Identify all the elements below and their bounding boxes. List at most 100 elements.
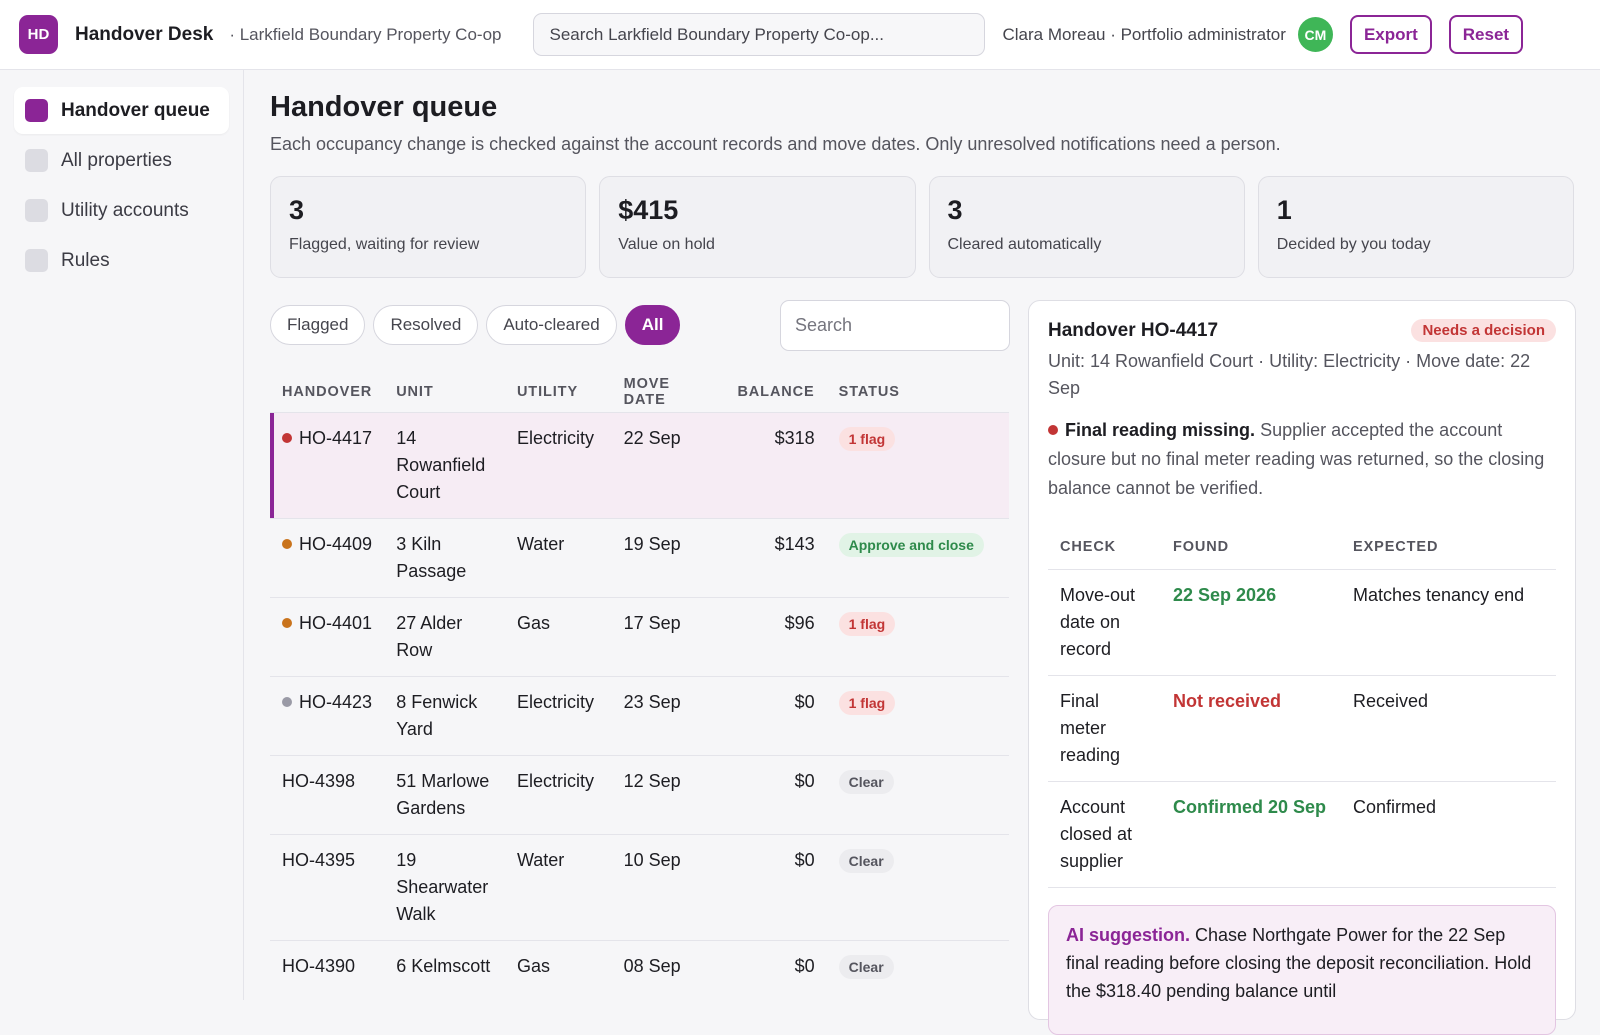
table-row[interactable]: HO-4401 27 Alder Row Gas 17 Sep $96 1 flag (270, 596, 1009, 676)
sidebar-item-utility-accounts[interactable]: Utility accounts (14, 187, 229, 234)
check-expected: Confirmed (1341, 781, 1556, 888)
sidebar-item-handover-queue[interactable]: Handover queue (14, 87, 229, 134)
stat-card: 3 Cleared automatically (928, 176, 1245, 278)
check-found: Confirmed 20 Sep (1161, 781, 1341, 888)
reset-button[interactable]: Reset (1448, 15, 1524, 54)
column-header: CHECK (1048, 525, 1161, 570)
sidebar-item-all-properties[interactable]: All properties (14, 137, 229, 184)
cell-id: HO-4417 (270, 411, 385, 518)
filter-chip-resolved[interactable]: Resolved (373, 305, 479, 345)
cell-status: Clear (826, 833, 1009, 940)
cell-utility: Gas (504, 596, 612, 676)
global-search-input[interactable]: Search Larkfield Boundary Property Co-op… (533, 13, 986, 56)
cell-unit: 6 Kelmscott (384, 939, 505, 992)
stat-card: 1 Decided by you today (1257, 176, 1574, 278)
check-expected: Received (1341, 675, 1556, 782)
cell-unit: 51 Marlowe Gardens (384, 754, 505, 834)
status-badge: 1 flag (838, 611, 896, 636)
cell-id: HO-4423 (270, 675, 385, 755)
cell-balance: $318 (725, 411, 827, 518)
column-header: UTILITY (516, 383, 579, 400)
status-badge: Needs a decision (1411, 319, 1556, 342)
cell-move: 19 Sep (611, 517, 726, 597)
queue-search-input[interactable]: Search (780, 299, 1010, 351)
cell-id: HO-4398 (270, 754, 385, 834)
cell-unit-text: 27 Alder Row (396, 612, 463, 660)
cell-status: Clear (826, 939, 1009, 992)
page-title: Handover queue (270, 91, 498, 123)
cell-status: 1 flag (826, 411, 1009, 518)
cell-move-text: 17 Sep (623, 612, 681, 633)
filter-chip-all[interactable]: All (624, 305, 681, 345)
queue-section: Flagged Resolved Auto-cleared All Search HAN… (270, 299, 1010, 992)
cell-utility-text: Gas (516, 612, 550, 633)
stat-label: Decided by you today (1276, 236, 1431, 253)
stat-label: Cleared automatically (947, 236, 1102, 253)
table-row[interactable]: HO-4409 3 Kiln Passage Water 19 Sep $143 Appr… (270, 517, 1009, 597)
cell-balance: $0 (725, 833, 827, 940)
detail-title: Handover HO-4417 (1048, 319, 1219, 341)
cell-id-text: HO-4401 (299, 612, 373, 633)
table-row[interactable]: HO-4423 8 Fenwick Yard Electricity 23 Sep $0… (270, 675, 1009, 755)
cell-unit: 8 Fenwick Yard (384, 675, 505, 755)
cell-balance-text: $0 (794, 691, 815, 712)
cell-id-text: HO-4395 (282, 849, 356, 870)
cell-utility: Electricity (504, 754, 612, 834)
cell-balance-text: $318 (774, 427, 815, 448)
filter-chip-auto-cleared[interactable]: Auto-cleared (486, 305, 617, 345)
table-row[interactable]: HO-4395 19 Shearwater Walk Water 10 Sep $0 Cl… (270, 833, 1009, 940)
stat-value: 1 (1276, 195, 1292, 225)
cell-unit-text: 19 Shearwater Walk (396, 849, 489, 924)
avatar[interactable]: CM (1297, 17, 1333, 52)
cell-unit-text: 14 Rowanfield Court (396, 427, 486, 502)
cell-balance: $0 (725, 675, 827, 755)
column-header: MOVE DATE (623, 375, 670, 408)
handover-table: HANDOVER UNIT UTILITY MOVE DATE BALANCE STATU… (270, 372, 1009, 992)
ai-suggestion: AI suggestion. Chase Northgate Power for… (1048, 904, 1556, 1035)
cell-move-text: 22 Sep (623, 427, 681, 448)
issue-summary: Final reading missing. Supplier accepted… (1048, 416, 1556, 503)
column-header: HANDOVER (282, 383, 373, 400)
cell-move-text: 23 Sep (623, 691, 681, 712)
cell-move: 22 Sep (611, 411, 726, 518)
sidebar-item-label: Utility accounts (61, 199, 189, 221)
cell-balance-text: $96 (784, 612, 815, 633)
check-found: 22 Sep 2026 (1161, 569, 1341, 676)
cell-utility-text: Electricity (516, 770, 594, 791)
cell-id-text: HO-4398 (282, 770, 356, 791)
status-dot-icon (282, 432, 292, 443)
app-logo: HD (19, 15, 58, 54)
app-name: Handover Desk (75, 23, 214, 45)
cell-id-text: HO-4423 (299, 691, 373, 712)
cell-unit: 14 Rowanfield Court (384, 411, 505, 518)
cell-status: 1 flag (826, 596, 1009, 676)
cell-unit-text: 6 Kelmscott (396, 955, 491, 976)
cell-id-text: HO-4409 (299, 533, 373, 554)
sidebar: Handover queue All properties Utility acco… (0, 70, 244, 1000)
cell-balance-text: $0 (794, 849, 815, 870)
cell-status: Clear (826, 754, 1009, 834)
table-row[interactable]: HO-4417 14 Rowanfield Court Electricity 22 … (270, 411, 1009, 518)
issue-title: Final reading missing. (1065, 420, 1256, 440)
table-row[interactable]: HO-4390 6 Kelmscott Gas 08 Sep $0 Clear (270, 939, 1009, 992)
top-bar: HD Handover Desk · Larkfield Boundary Pr… (0, 0, 1600, 70)
table-row[interactable]: HO-4398 51 Marlowe Gardens Electricity 12 S… (270, 754, 1009, 834)
cell-utility: Electricity (504, 675, 612, 755)
checks-table: CHECK FOUND EXPECTED Move-out date on reco… (1048, 525, 1556, 888)
cell-move-text: 10 Sep (623, 849, 681, 870)
user-name: Clara Moreau · Portfolio administrator (1002, 24, 1286, 44)
stats-row: 3 Flagged, waiting for review $415 Value on… (270, 176, 1574, 278)
sidebar-item-rules[interactable]: Rules (14, 237, 229, 284)
stat-card: 3 Flagged, waiting for review (270, 176, 587, 278)
status-badge: 1 flag (838, 426, 896, 451)
cell-utility-text: Electricity (516, 427, 594, 448)
cell-unit: 3 Kiln Passage (384, 517, 505, 597)
stat-label: Value on hold (618, 236, 715, 253)
status-dot-icon (282, 696, 292, 707)
cell-move-text: 08 Sep (623, 955, 681, 976)
cell-id: HO-4409 (270, 517, 385, 597)
status-badge: Clear (838, 769, 894, 794)
filter-chip-flagged[interactable]: Flagged (270, 305, 366, 345)
export-button[interactable]: Export (1349, 15, 1432, 54)
stat-value: 3 (289, 195, 305, 225)
